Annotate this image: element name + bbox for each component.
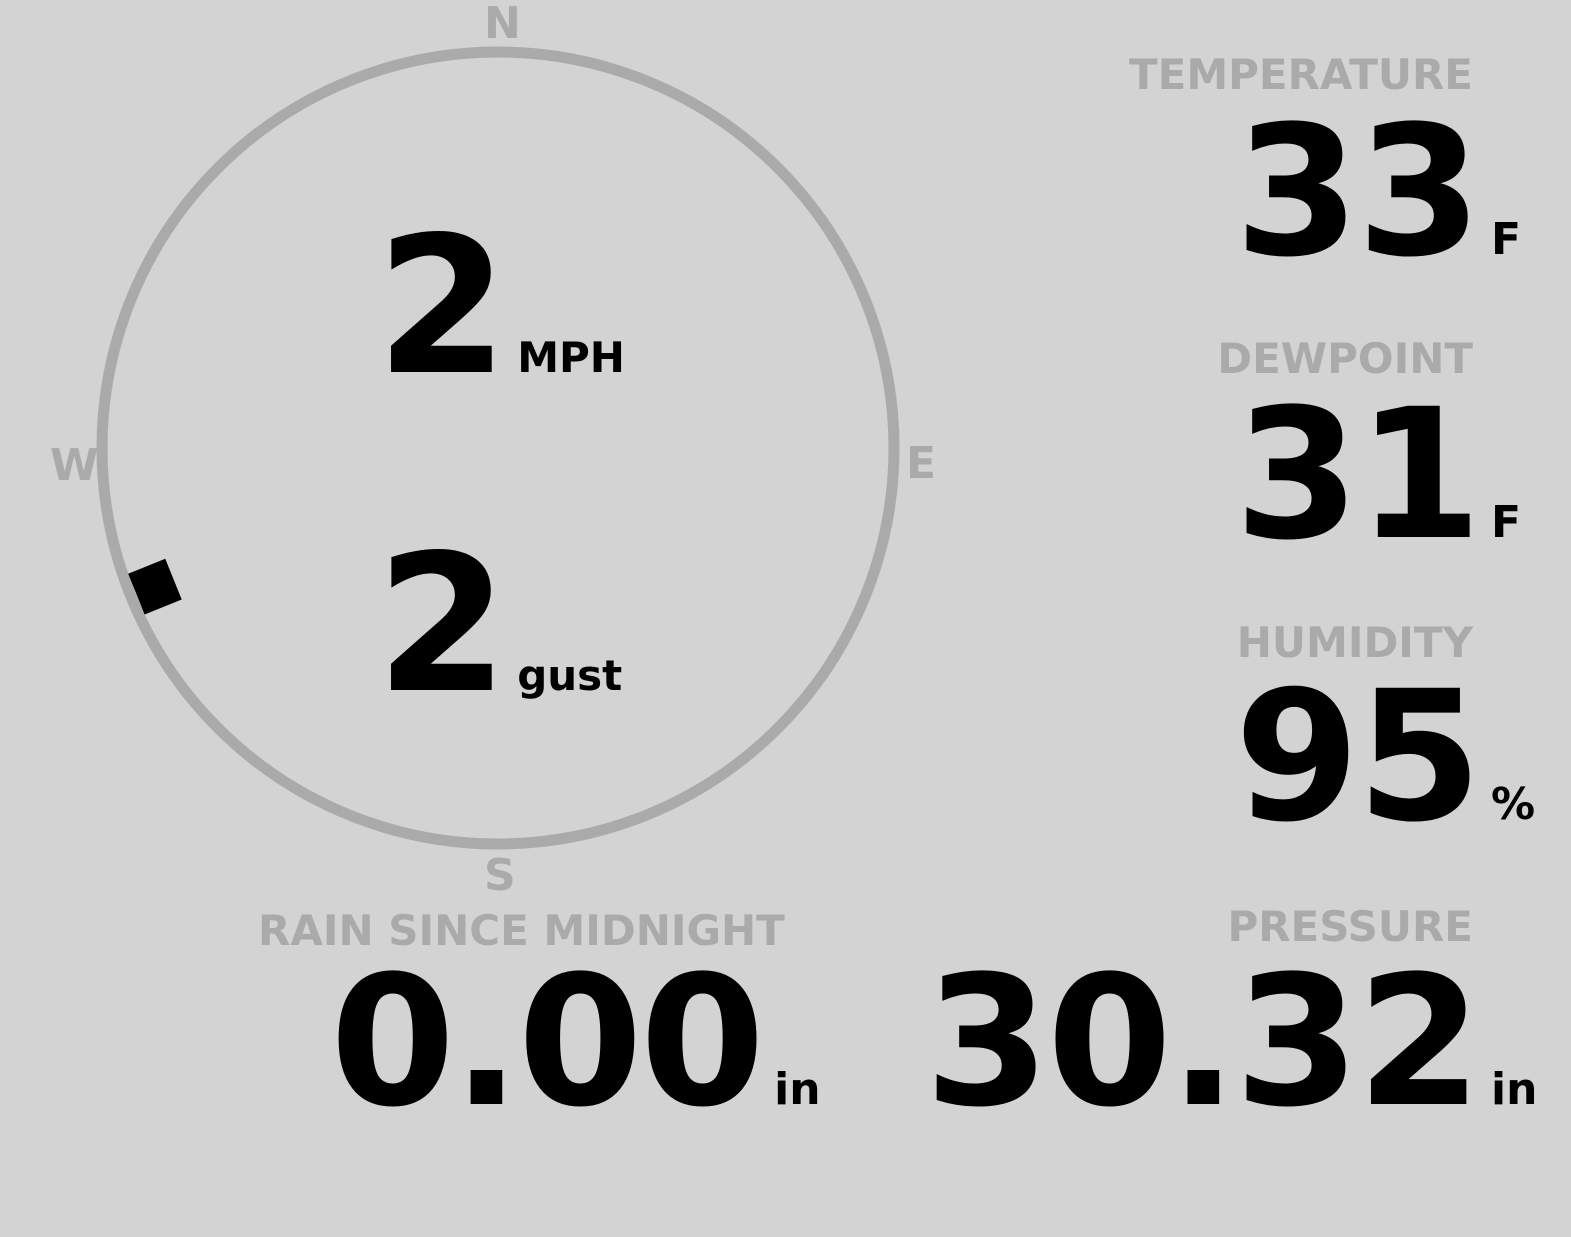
dewpoint-card: DEWPOINT [1217, 338, 1473, 380]
wind-speed-unit: MPH [517, 333, 625, 382]
humidity-row: 95 % [1234, 653, 1552, 862]
dewpoint-label: DEWPOINT [1217, 334, 1473, 383]
rain-unit: in [774, 1064, 821, 1115]
pressure-card: PRESSURE [1227, 906, 1473, 948]
rain-label: RAIN SINCE MIDNIGHT [258, 906, 785, 955]
compass-west-label: W [50, 440, 99, 491]
temperature-value: 33 [1234, 88, 1482, 297]
wind-speed-value: 2 [376, 196, 508, 417]
pressure-unit: in [1491, 1064, 1538, 1115]
wind-gust-value: 2 [376, 514, 508, 735]
compass-north-label: N [484, 0, 521, 49]
temperature-card: TEMPERATURE [1129, 54, 1473, 96]
pressure-label: PRESSURE [1227, 902, 1473, 951]
humidity-unit: % [1491, 779, 1536, 830]
dewpoint-unit: F [1491, 497, 1522, 548]
temperature-unit: F [1491, 214, 1522, 265]
temperature-label: TEMPERATURE [1129, 50, 1473, 99]
wind-gust-row: 2 gust [376, 514, 623, 735]
humidity-value: 95 [1234, 653, 1482, 862]
rain-value: 0.00 [330, 938, 765, 1147]
humidity-label: HUMIDITY [1236, 618, 1473, 667]
dewpoint-value: 31 [1234, 371, 1482, 580]
pressure-value: 30.32 [924, 938, 1482, 1147]
humidity-card: HUMIDITY [1237, 622, 1473, 664]
compass-south-label: S [484, 850, 516, 901]
wind-speed-row: 2 MPH [376, 196, 625, 417]
compass-ring [96, 46, 900, 850]
dewpoint-row: 31 F [1234, 371, 1552, 580]
wind-gust-unit: gust [517, 651, 623, 700]
compass-east-label: E [906, 438, 937, 489]
rain-row: 0.00 in [330, 938, 821, 1147]
temperature-row: 33 F [1234, 88, 1552, 297]
pressure-row: 30.32 in [924, 938, 1551, 1147]
wind-direction-marker [128, 558, 182, 615]
